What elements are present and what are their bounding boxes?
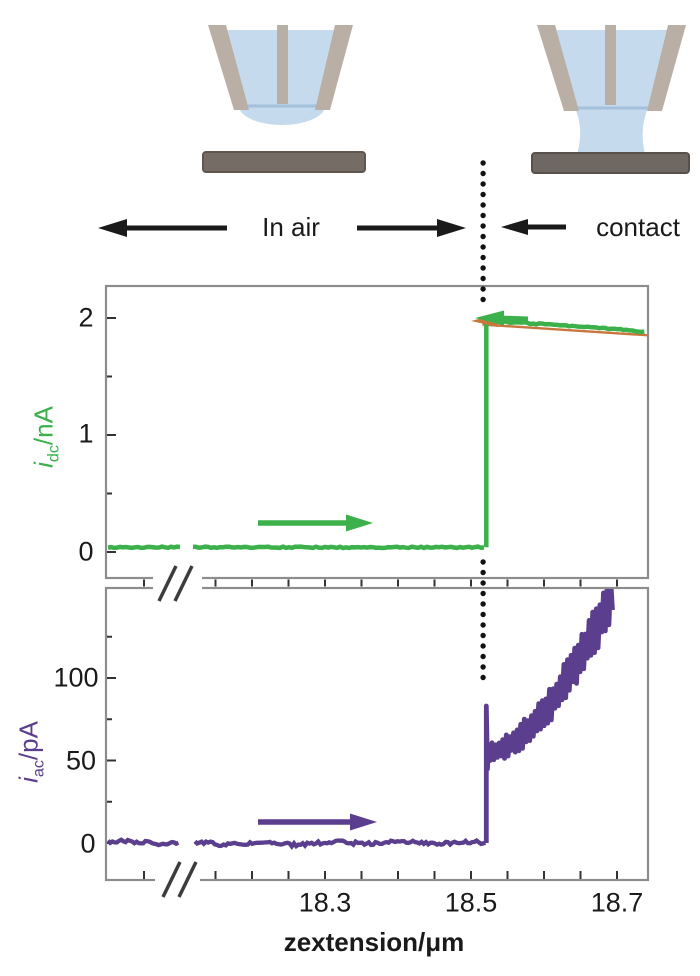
contact-dotted-line [480, 580, 486, 586]
x-axis-break-gap [155, 878, 200, 882]
pipette-in-contact-schematic [531, 25, 690, 174]
ac-approach-arrow-icon [350, 813, 377, 831]
left-arrow-icon [501, 219, 528, 235]
contact-dotted-line [480, 632, 486, 639]
ac-plot-frame [104, 586, 650, 882]
pipette-in-air-schematic [202, 25, 366, 173]
contact-dotted-line [480, 664, 486, 670]
contact-dotted-line [480, 643, 486, 649]
contact-dotted-line [480, 286, 486, 292]
dc-trace-plateau [484, 319, 645, 548]
contact-dotted-line [480, 223, 486, 229]
contact-dotted-line [480, 653, 486, 660]
pipette-septum [605, 25, 616, 105]
xtick-18-7: 18.7 [590, 887, 644, 918]
contact-dotted-line [480, 674, 486, 681]
pipette-wall-left [537, 25, 579, 111]
contact-dotted-line [480, 569, 486, 576]
contact-dotted-line [480, 160, 486, 166]
contact-dotted-line [480, 202, 486, 208]
dc-approach-arrow-icon [346, 514, 373, 532]
dc-axis-symbol: i [28, 462, 59, 468]
contact-dotted-line [480, 601, 486, 607]
ac-trace-baseline [193, 837, 487, 851]
pipette-wall-right [315, 25, 353, 110]
contact-dotted-line [480, 170, 486, 177]
dc-left-arrow-shaft [499, 315, 529, 322]
dc-axis-unit: /nA [28, 406, 59, 446]
ac-ytick-0: 0 [80, 828, 96, 859]
dc-ytick-2: 2 [78, 302, 94, 333]
ac-axis-unit: /pA [13, 721, 44, 761]
dc-retract-trace [482, 323, 647, 337]
contact-dotted-line [480, 275, 486, 282]
hanging-droplet [239, 106, 325, 125]
contact-dotted-line [480, 212, 486, 219]
dc-ytick-0: 0 [78, 536, 94, 567]
xtick-18-5: 18.5 [444, 887, 498, 918]
contact-dotted-line [480, 296, 486, 303]
dc-axis-sub: dc [44, 445, 63, 463]
ac-axis-title: iac/pA [13, 721, 48, 783]
ac-axis-sub: ac [29, 760, 48, 778]
contact-dotted-line [480, 559, 486, 565]
band-break-gap [153, 575, 202, 591]
contact-dotted-line [480, 244, 486, 250]
contact-label: contact [596, 212, 680, 242]
ac-ytick-50: 50 [65, 745, 97, 776]
pipette-wall-left [208, 25, 249, 110]
pipette-septum [277, 25, 288, 104]
substrate-right [531, 152, 690, 174]
dc-ytick-1: 1 [78, 418, 94, 449]
dc-axis-title: idc/nA [28, 406, 63, 468]
contact-dotted-line [480, 590, 486, 597]
axis-break-slash [173, 565, 194, 602]
ac-trace [483, 589, 615, 843]
left-arrow-icon [98, 219, 127, 237]
pipette-wall-right [647, 25, 686, 111]
contact-dotted-line [480, 265, 486, 271]
dc-trace-baseline [192, 544, 485, 551]
axis-break-slash [161, 861, 182, 898]
contact-dotted-line [480, 181, 486, 187]
contact-dotted-line [480, 254, 486, 261]
region-arrows [98, 219, 566, 237]
dc-trace-baseline [107, 544, 181, 551]
axis-break-slash [177, 861, 198, 898]
ac-axis-symbol: i [13, 777, 44, 783]
ac-trace-baseline [107, 837, 180, 848]
dc-plot-frame [104, 284, 650, 580]
right-arrow-icon [437, 219, 466, 237]
substrate-left [202, 151, 366, 173]
dc-left-arrowhead-icon [475, 310, 504, 326]
contact-dotted-line [480, 191, 486, 198]
contact-dotted-line [480, 611, 486, 618]
x-axis-title: zextension/μm [283, 927, 465, 957]
axis-break-slash [157, 565, 178, 602]
in-air-label: In air [262, 212, 320, 242]
ac-ytick-100: 100 [53, 662, 99, 693]
contact-dotted-line [480, 233, 486, 240]
xtick-18-3: 18.3 [298, 887, 352, 918]
liquid-bridge [575, 108, 648, 154]
contact-dotted-line [480, 622, 486, 628]
